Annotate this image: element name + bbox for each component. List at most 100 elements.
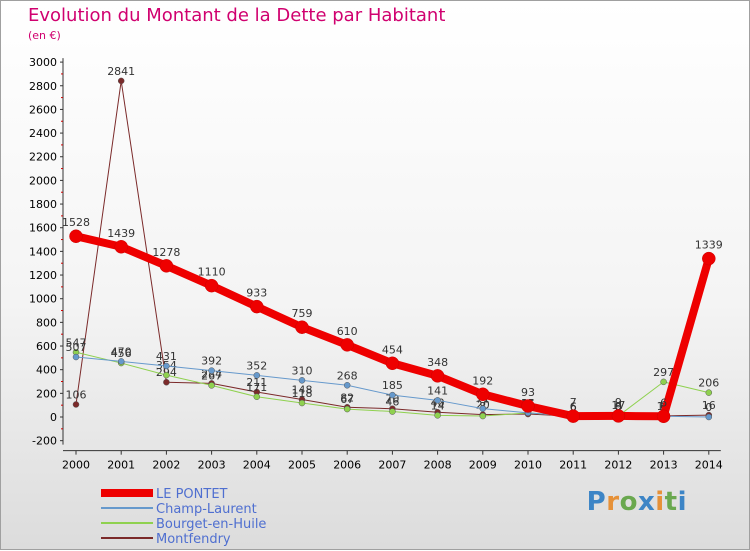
data-label-champ-laurent: 310 bbox=[292, 364, 313, 377]
data-point-bourget-en-huile bbox=[208, 382, 215, 389]
data-label-bourget-en-huile: 171 bbox=[246, 381, 267, 394]
data-label-montfendry: 16 bbox=[702, 399, 716, 412]
data-label-bourget-en-huile: 9 bbox=[615, 400, 622, 413]
data-label-champ-laurent: 352 bbox=[246, 359, 267, 372]
data-label-champ-laurent: 431 bbox=[156, 350, 177, 363]
x-tick-label: 2008 bbox=[424, 459, 452, 472]
data-label-bourget-en-huile: 547 bbox=[66, 336, 87, 349]
logo-letter: o bbox=[619, 487, 638, 517]
x-tick-label: 2014 bbox=[695, 459, 723, 472]
data-point-bourget-en-huile bbox=[479, 412, 487, 420]
data-label-montfendry: 17 bbox=[611, 399, 625, 412]
x-tick-label: 2013 bbox=[650, 459, 678, 472]
data-label-champ-laurent: 392 bbox=[201, 355, 222, 368]
data-label-montfendry: 2841 bbox=[107, 65, 135, 78]
data-point-le-pontet bbox=[114, 240, 128, 254]
data-label-le-pontet: 6 bbox=[660, 396, 667, 409]
y-tick-label: 0 bbox=[50, 411, 57, 424]
x-tick-label: 2012 bbox=[604, 459, 632, 472]
data-point-le-pontet bbox=[385, 356, 400, 371]
data-point-bourget-en-huile bbox=[253, 393, 261, 401]
data-point-champ-laurent bbox=[117, 358, 125, 365]
data-label-le-pontet: 1278 bbox=[152, 246, 180, 259]
data-label-bourget-en-huile: 267 bbox=[201, 369, 222, 382]
data-point-champ-laurent bbox=[389, 391, 396, 399]
data-point-champ-laurent bbox=[72, 353, 80, 361]
data-point-bourget-en-huile bbox=[163, 371, 170, 379]
data-point-montfendry bbox=[163, 378, 170, 386]
data-label-le-pontet: 1528 bbox=[62, 216, 90, 229]
data-label-bourget-en-huile: 67 bbox=[340, 393, 354, 406]
data-point-le-pontet bbox=[250, 299, 264, 314]
data-point-champ-laurent bbox=[343, 382, 351, 389]
logo-letter: t bbox=[664, 487, 678, 517]
y-tick-label: 200 bbox=[36, 387, 57, 400]
data-label-champ-laurent: 470 bbox=[111, 345, 132, 358]
data-label-bourget-en-huile: 46 bbox=[385, 396, 399, 409]
x-tick-label: 2003 bbox=[198, 459, 226, 472]
y-tick-label: 1200 bbox=[29, 269, 57, 282]
data-point-bourget-en-huile bbox=[434, 412, 441, 419]
data-point-bourget-en-huile bbox=[660, 378, 667, 386]
data-point-champ-laurent bbox=[208, 367, 215, 374]
x-tick-label: 2005 bbox=[288, 459, 316, 472]
data-label-le-pontet: 454 bbox=[382, 343, 403, 356]
data-point-champ-laurent bbox=[705, 413, 713, 421]
x-tick-label: 2000 bbox=[62, 459, 90, 472]
logo-letter: i bbox=[677, 487, 687, 517]
data-label-bourget-en-huile: 6 bbox=[570, 400, 577, 413]
data-point-le-pontet bbox=[430, 369, 445, 383]
data-point-montfendry bbox=[72, 401, 80, 408]
y-tick-label: 2400 bbox=[29, 127, 57, 140]
chart-unit-label: (en €) bbox=[28, 29, 61, 42]
logo-letter: P bbox=[586, 487, 607, 517]
y-tick-label: 2800 bbox=[29, 80, 57, 93]
logo-letter: x bbox=[637, 487, 656, 517]
legend-label-montfendry: Montfendry bbox=[156, 532, 231, 547]
data-label-bourget-en-huile: 297 bbox=[653, 366, 674, 379]
legend-label-champ-laurent: Champ-Laurent bbox=[156, 502, 257, 517]
data-point-le-pontet bbox=[656, 409, 671, 424]
data-label-montfendry: 211 bbox=[246, 376, 267, 389]
data-point-champ-laurent bbox=[298, 377, 306, 384]
data-point-le-pontet bbox=[566, 409, 580, 423]
data-label-bourget-en-huile: 14 bbox=[431, 399, 445, 412]
x-tick-label: 2011 bbox=[559, 459, 587, 472]
data-label-le-pontet: 1339 bbox=[695, 239, 723, 252]
data-label-champ-laurent: 507 bbox=[66, 341, 87, 354]
data-label-le-pontet: 9 bbox=[615, 396, 622, 409]
data-label-montfendry: 284 bbox=[201, 367, 222, 380]
data-label-le-pontet: 933 bbox=[246, 287, 267, 300]
data-label-montfendry: 106 bbox=[66, 388, 87, 401]
data-point-champ-laurent bbox=[163, 362, 170, 370]
data-point-le-pontet bbox=[69, 229, 83, 243]
chart-title: Evolution du Montant de la Dette par Hab… bbox=[28, 5, 446, 26]
y-tick-label: 1600 bbox=[29, 222, 57, 235]
y-tick-label: -200 bbox=[32, 435, 57, 448]
data-point-le-pontet bbox=[295, 320, 309, 334]
data-point-le-pontet bbox=[521, 399, 535, 413]
data-point-champ-laurent bbox=[479, 405, 487, 412]
x-tick-label: 2007 bbox=[378, 459, 406, 472]
data-point-champ-laurent bbox=[253, 372, 261, 379]
data-label-le-pontet: 93 bbox=[521, 386, 535, 399]
legend-label-le-pontet: LE PONTET bbox=[156, 487, 228, 502]
data-label-champ-laurent: 0 bbox=[705, 401, 712, 414]
data-label-champ-laurent: 6 bbox=[570, 400, 577, 413]
y-tick-label: 400 bbox=[36, 364, 57, 377]
x-tick-label: 2010 bbox=[514, 459, 542, 472]
data-label-le-pontet: 1439 bbox=[107, 227, 135, 240]
x-tick-label: 2001 bbox=[107, 459, 135, 472]
y-tick-label: 2600 bbox=[29, 103, 57, 116]
data-point-bourget-en-huile bbox=[389, 408, 396, 415]
data-point-montfendry bbox=[117, 77, 125, 85]
data-label-montfendry: 6 bbox=[570, 400, 577, 413]
data-point-bourget-en-huile bbox=[298, 399, 306, 407]
data-point-le-pontet bbox=[702, 251, 716, 266]
data-label-le-pontet: 192 bbox=[472, 374, 493, 387]
data-label-champ-laurent: 185 bbox=[382, 379, 403, 392]
data-label-le-pontet: 348 bbox=[427, 356, 448, 369]
data-label-bourget-en-huile: 118 bbox=[292, 387, 313, 400]
